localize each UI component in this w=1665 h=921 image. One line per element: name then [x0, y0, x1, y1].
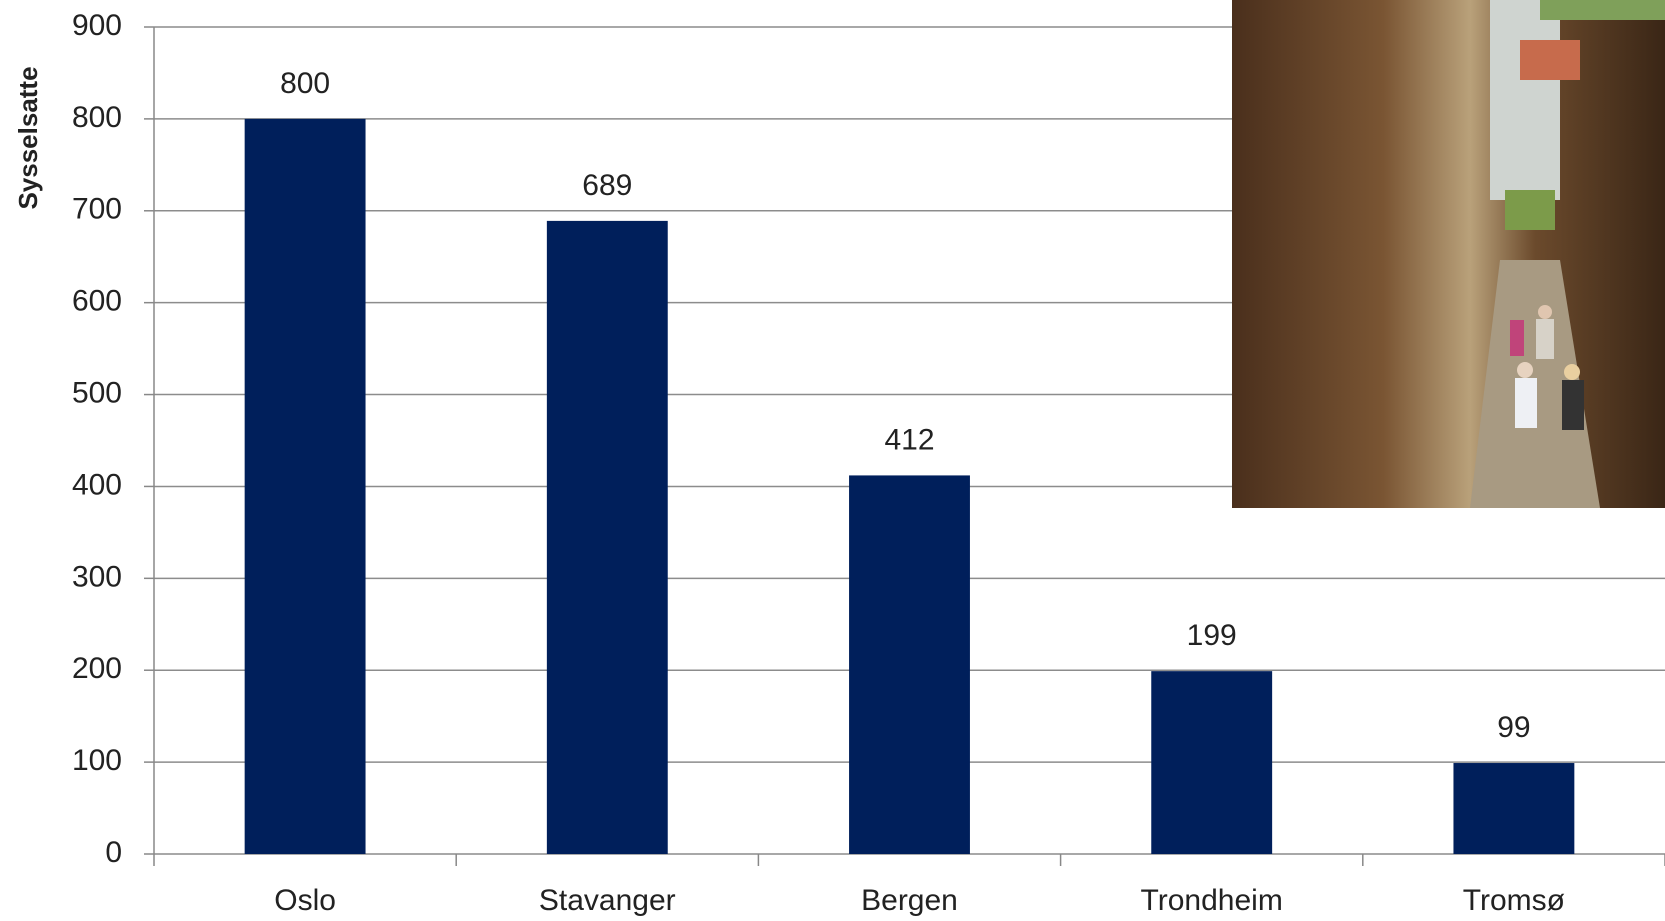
bar	[244, 118, 366, 854]
x-tick-label: Bergen	[861, 884, 958, 917]
y-tick-label: 900	[72, 9, 122, 42]
y-tick-label: 700	[72, 193, 122, 226]
y-tick-label: 300	[72, 560, 122, 593]
bar	[849, 475, 970, 854]
y-axis-title: Sysselsatte	[13, 66, 43, 209]
data-label: 99	[1497, 711, 1530, 744]
bar	[1151, 671, 1273, 854]
data-label: 199	[1187, 619, 1237, 652]
y-tick-label: 600	[72, 285, 122, 318]
y-tick-label: 400	[72, 468, 122, 501]
x-tick-label: Oslo	[274, 884, 336, 917]
y-tick-label: 800	[72, 101, 122, 134]
data-label: 689	[582, 169, 632, 202]
bar	[1453, 763, 1575, 854]
data-label: 412	[884, 423, 934, 456]
y-tick-label: 200	[72, 652, 122, 685]
data-label: 800	[280, 67, 330, 100]
y-tick-label: 500	[72, 376, 122, 409]
y-tick-label: 100	[72, 744, 122, 777]
x-tick-label: Stavanger	[539, 884, 676, 917]
x-tick-label: Trondheim	[1141, 884, 1283, 917]
x-tick-label: Tromsø	[1463, 884, 1565, 917]
y-tick-label: 0	[105, 836, 122, 869]
photo	[1232, 0, 1665, 508]
bar	[546, 220, 668, 854]
